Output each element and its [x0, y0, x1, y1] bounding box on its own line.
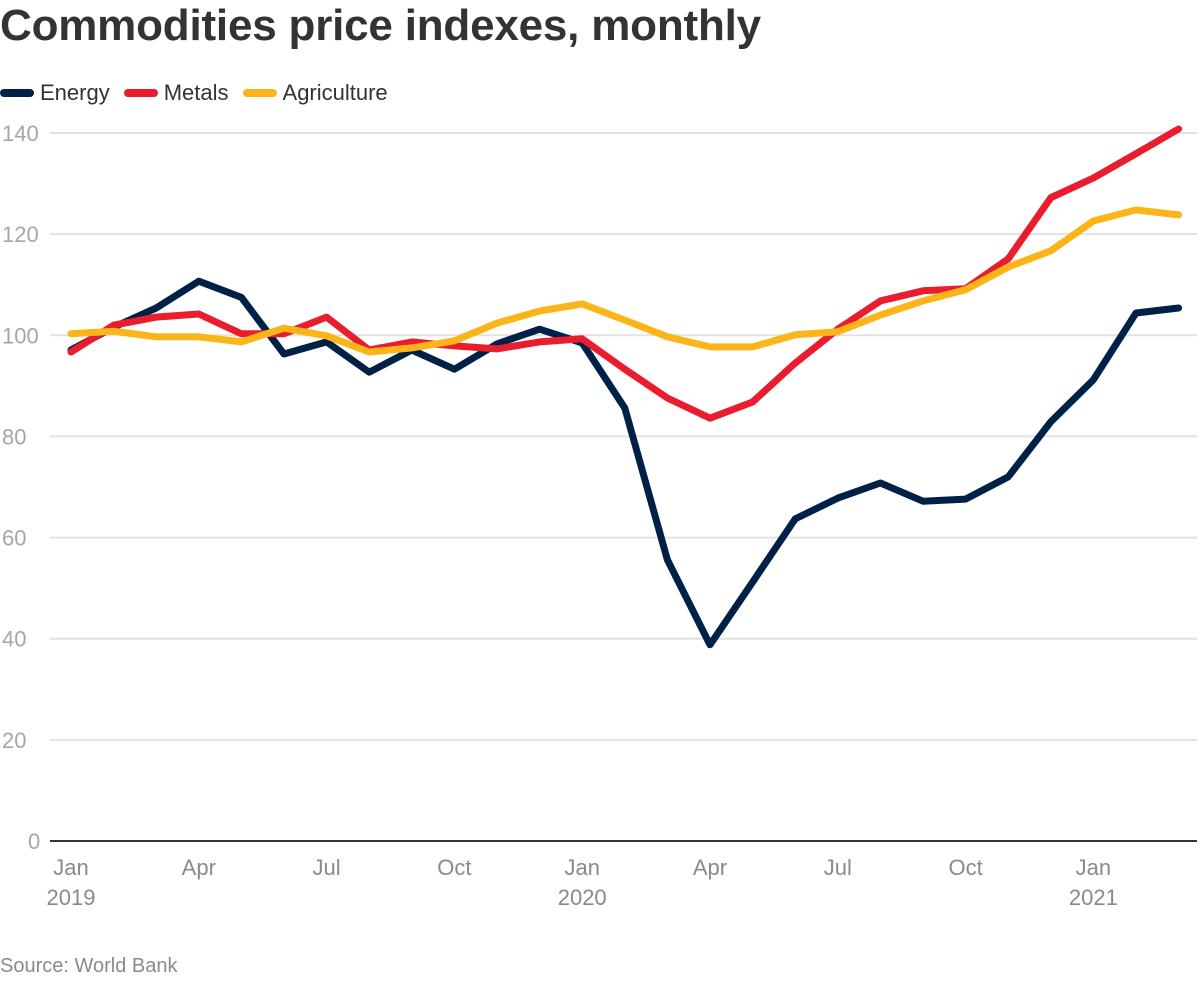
x-tick-label: Jan: [53, 855, 88, 880]
legend-swatch-energy: [0, 89, 34, 97]
y-axis-ticks: 0 20 40 60 80 100 120 140: [2, 121, 40, 854]
legend-item-agriculture: Agriculture: [242, 80, 388, 106]
y-tick-label: 120: [2, 222, 39, 247]
legend-swatch-metals: [123, 89, 158, 97]
source-note: Source: World Bank: [0, 955, 178, 977]
x-tick-label: Jul: [824, 855, 852, 880]
gridlines: [50, 132, 1197, 741]
legend-label-metals: Metals: [163, 80, 229, 105]
series-line-agriculture: [67, 206, 1183, 356]
x-tick-label: Apr: [182, 855, 216, 880]
x-tick-label: Jan: [564, 855, 599, 880]
y-tick-label: 100: [2, 323, 39, 348]
x-tick-label: Oct: [437, 855, 471, 880]
x-tick-year-label: 2019: [47, 885, 96, 910]
x-tick-label: Jul: [313, 855, 341, 880]
x-axis-ticks: Jan 2019 Apr Jul Oct Jan 2020 Apr Jul Oct Jan 2021: [47, 855, 1118, 910]
legend-swatch-agriculture: [242, 89, 277, 97]
legend-label-agriculture: Agriculture: [282, 80, 388, 105]
legend-label-energy: Energy: [40, 80, 110, 105]
series-line-metals: [67, 125, 1183, 422]
series-lines: [67, 125, 1183, 649]
x-tick-label: Oct: [948, 855, 982, 880]
x-tick-year-label: 2021: [1069, 885, 1118, 910]
legend-item-metals: Metals: [123, 80, 229, 106]
x-tick-label: Apr: [693, 855, 727, 880]
x-tick-label: Jan: [1076, 855, 1111, 880]
y-tick-label: 140: [2, 121, 39, 146]
series-line-energy: [67, 277, 1183, 649]
y-tick-label: 0: [28, 829, 40, 854]
legend-item-energy: Energy: [0, 80, 110, 106]
y-tick-label: 80: [2, 424, 26, 449]
x-tick-year-label: 2020: [558, 885, 607, 910]
chart-title: Commodities price indexes, monthly: [0, 1, 761, 50]
y-tick-label: 20: [2, 728, 26, 753]
y-tick-label: 40: [2, 627, 26, 652]
chart-legend: Energy Metals Agriculture: [0, 80, 402, 106]
y-tick-label: 60: [2, 526, 26, 551]
